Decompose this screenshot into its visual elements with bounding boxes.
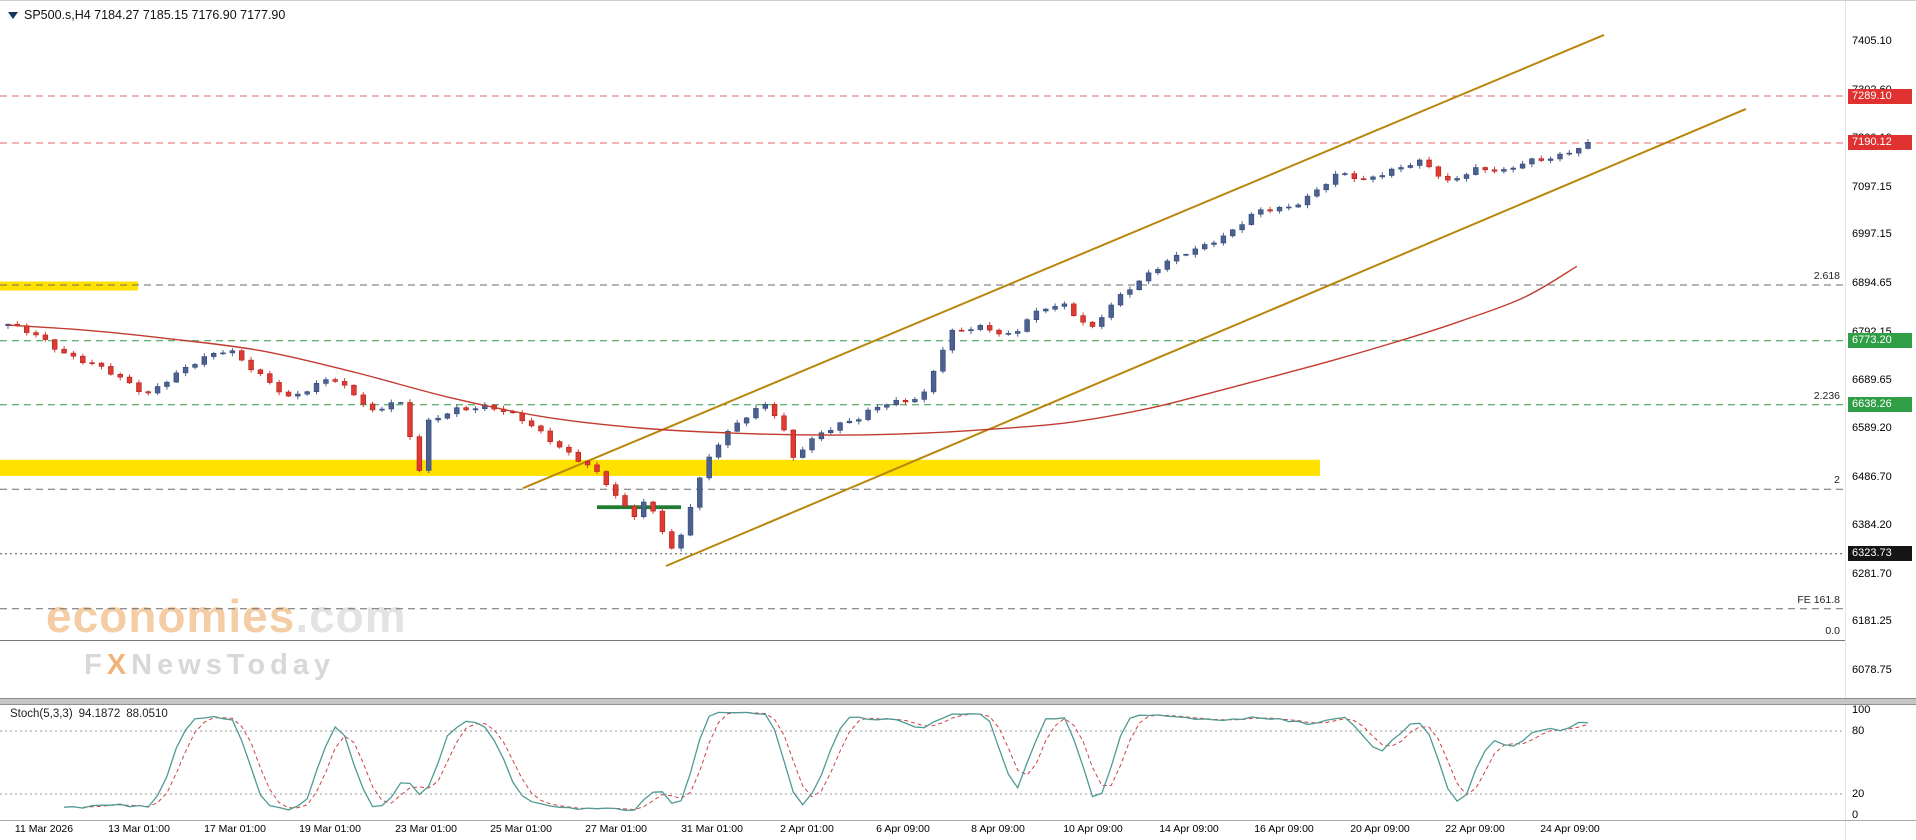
price-tag: 6773.20 <box>1848 333 1912 348</box>
time-axis-label: 27 Mar 01:00 <box>585 823 647 835</box>
price-axis-label: 6384.20 <box>1852 519 1892 531</box>
fib-level-label: 2 <box>1834 474 1840 486</box>
stoch-d-value: 88.0510 <box>126 708 168 720</box>
time-axis-label: 17 Mar 01:00 <box>204 823 266 835</box>
watermark: economies.com FXNewsToday <box>46 589 407 682</box>
watermark-tagline-f: F <box>84 649 107 681</box>
watermark-brand: economies.com <box>46 589 407 643</box>
price-axis-label: 6589.20 <box>1852 422 1892 434</box>
watermark-tagline: FXNewsToday <box>84 649 407 682</box>
time-axis-label: 25 Mar 01:00 <box>490 823 552 835</box>
fib-level-label: FE 161.8 <box>1797 594 1840 606</box>
stoch-axis-label: 80 <box>1852 725 1865 737</box>
stoch-axis-label: 0 <box>1852 809 1859 821</box>
symbol-ohlc-line: SP500.s,H4 7184.27 7185.15 7176.90 7177.… <box>24 8 286 22</box>
time-axis-line <box>0 820 1916 821</box>
price-tag: 7289.10 <box>1848 89 1912 104</box>
watermark-tagline-rest: NewsToday <box>131 649 336 681</box>
time-axis-label: 31 Mar 01:00 <box>681 823 743 835</box>
price-axis-label: 6486.70 <box>1852 471 1892 483</box>
time-axis-label: 8 Apr 09:00 <box>971 823 1025 835</box>
price-axis-label: 7405.10 <box>1852 35 1892 47</box>
price-axis-label: 6689.65 <box>1852 374 1892 386</box>
watermark-brand-main: economies <box>46 590 296 642</box>
time-axis-label: 14 Apr 09:00 <box>1159 823 1219 835</box>
price-axis-label: 7097.15 <box>1852 181 1892 193</box>
chart-header: SP500.s,H4 7184.27 7185.15 7176.90 7177.… <box>8 8 285 22</box>
time-axis-label: 19 Mar 01:00 <box>299 823 361 835</box>
fib-level-label: 2.618 <box>1813 270 1840 282</box>
stoch-indicator-label: Stoch(5,3,3) 94.1872 88.0510 <box>10 708 174 720</box>
price-axis-label: 6181.25 <box>1852 615 1892 627</box>
price-tag: 6638.26 <box>1848 397 1912 412</box>
price-tag: 6323.73 <box>1848 546 1912 561</box>
price-axis-label: 6997.15 <box>1852 228 1892 240</box>
symbol-marker-icon <box>8 11 18 19</box>
time-axis-label: 6 Apr 09:00 <box>876 823 930 835</box>
time-axis-label: 13 Mar 01:00 <box>108 823 170 835</box>
stoch-name: Stoch(5,3,3) <box>10 708 73 720</box>
fib-level-label: 2.236 <box>1813 390 1840 402</box>
watermark-brand-suffix: .com <box>295 590 407 642</box>
time-axis-label: 16 Apr 09:00 <box>1254 823 1314 835</box>
price-axis-label: 6078.75 <box>1852 664 1892 676</box>
time-axis-label: 24 Apr 09:00 <box>1540 823 1600 835</box>
price-axis-label: 6281.70 <box>1852 568 1892 580</box>
price-axis-label: 6894.65 <box>1852 277 1892 289</box>
stoch-k-value: 94.1872 <box>78 708 121 720</box>
time-axis-label: 20 Apr 09:00 <box>1350 823 1410 835</box>
panel-splitter[interactable] <box>0 698 1916 705</box>
axis-separator-line <box>1845 1 1846 840</box>
watermark-tagline-x: X <box>106 649 132 681</box>
fib-level-label: 0.0 <box>1825 625 1840 637</box>
time-axis-label: 2 Apr 01:00 <box>780 823 834 835</box>
time-axis-label: 22 Apr 09:00 <box>1445 823 1505 835</box>
time-axis-label: 11 Mar 2026 <box>14 823 74 835</box>
stoch-axis-label: 100 <box>1852 704 1871 716</box>
time-axis-label: 23 Mar 01:00 <box>395 823 457 835</box>
price-tag: 7190.12 <box>1848 135 1912 150</box>
stoch-axis-label: 20 <box>1852 788 1865 800</box>
time-axis-label: 10 Apr 09:00 <box>1063 823 1123 835</box>
